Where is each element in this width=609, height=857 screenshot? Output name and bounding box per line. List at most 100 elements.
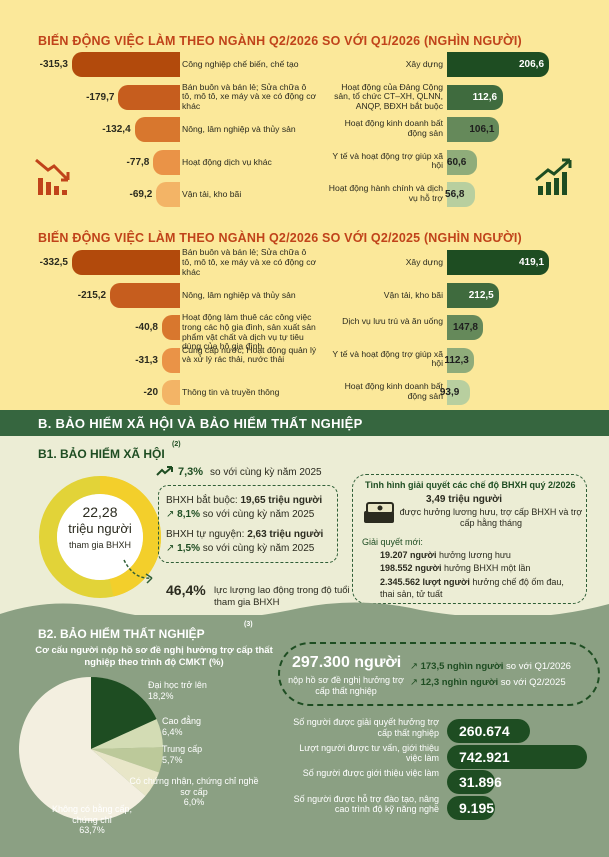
pie-label-name: Trung cấp — [162, 744, 203, 754]
voluntary-cmp: so với cùng kỳ năm 2025 — [202, 543, 315, 554]
money-icon — [364, 502, 394, 523]
pie-label: Không có bằng cấp, chứng chỉ 63,7% — [44, 804, 140, 836]
bar-value: -179,7 — [86, 91, 115, 103]
bar-negative — [134, 117, 180, 142]
regime-title: Tình hình giải quyết các chế độ BHXH quý… — [362, 480, 579, 490]
new-row-3: 2.345.562 lượt người hưởng chế độ ốm đau… — [380, 576, 580, 600]
pie-slice — [91, 677, 157, 749]
bar-negative — [153, 149, 180, 175]
bar-label: Hoạt động hành chính và dịch vụ hỗ trợ — [328, 183, 443, 203]
trend-up-icon — [535, 158, 572, 195]
pie-label: Đại học trở lên 18,2% — [148, 680, 228, 701]
bar-value: -69,2 — [129, 189, 153, 200]
bar-negative — [118, 84, 180, 110]
bar-positive — [447, 84, 503, 110]
stat-value: 31.896 — [447, 770, 502, 794]
regime-box — [352, 474, 587, 604]
ring-caption: tham gia BHXH — [68, 540, 132, 550]
pie-slice — [91, 747, 163, 773]
new2-text: hưởng BHXH một lần — [443, 563, 531, 573]
mandatory-label: BHXH bắt buộc: — [166, 495, 238, 506]
pie-label: Có chứng nhận, chứng chỉ nghề sơ cấp 6,0% — [128, 776, 260, 808]
bar-value: 112,6 — [472, 91, 498, 103]
cmp1-value: 173,5 nghìn người — [420, 661, 504, 672]
bar-negative — [156, 182, 180, 207]
section1-title: BIẾN ĐỘNG VIỆC LÀM THEO NGÀNH Q2/2026 SO… — [38, 34, 522, 48]
pie-label-name: Cao đẳng — [162, 716, 202, 726]
new-row-2: 198.552 người hưởng BHXH một lần — [380, 563, 530, 573]
applicants-box — [278, 642, 600, 706]
bar-label: Hoạt động của Đảng Cộng sản, tổ chức CT–… — [334, 81, 443, 112]
up-arrow-icon: ↗ — [410, 677, 418, 688]
new-row-1: 19.207 người hưởng lương hưu — [380, 550, 511, 560]
bar-label: Nông, lâm nghiệp và thủy sản — [182, 289, 296, 300]
up-arrow-icon: ↗ — [166, 509, 175, 520]
bhxh-breakdown-box — [158, 485, 338, 563]
bar-positive — [447, 117, 500, 142]
pie-slice — [91, 749, 160, 796]
share-text: lực lượng lao động trong độ tuổi tham gi… — [214, 585, 350, 608]
bar-value: -215,2 — [77, 289, 107, 301]
bar-label: Cung cấp nước; Hoạt động quản lý và xử l… — [182, 344, 317, 365]
pointer-arrow-icon — [123, 559, 153, 584]
cmp2-row: ↗ 12,3 nghìn người so với Q2/2025 — [410, 677, 566, 688]
bar-value: 112,3 — [444, 354, 469, 366]
regime-value: 3,49 triệu người — [426, 494, 503, 505]
bar-positive — [447, 347, 475, 373]
bar-value: -132,4 — [102, 124, 131, 135]
ring-unit: triệu người — [68, 521, 132, 536]
bhxh-ring — [39, 476, 161, 598]
up-arrow-icon — [156, 466, 173, 476]
pie-label-name: Đại học trở lên — [148, 680, 207, 690]
bar-value: 212,5 — [468, 289, 494, 301]
bar-positive — [447, 282, 499, 308]
new1-value: 19.207 người — [380, 550, 437, 560]
ring-arc — [39, 476, 161, 598]
up-arrow-icon: ↗ — [166, 543, 175, 554]
bar-label: Dịch vụ lưu trú và ăn uống — [342, 316, 443, 326]
b1-title: B1. BẢO HIỂM XÃ HỘI — [38, 447, 165, 461]
bar-positive — [447, 315, 483, 340]
new2-value: 198.552 người — [380, 563, 442, 573]
ring-center — [57, 494, 143, 580]
stat-value: 9.195 — [447, 795, 495, 820]
cmp1-row: ↗ 173,5 nghìn người so với Q1/2026 — [410, 661, 571, 672]
trend-down-icon — [35, 158, 70, 195]
applicants-text: nộp hồ sơ đề nghị hưởng trợ cấp thất ngh… — [288, 675, 404, 696]
bar-label: Vận tải, kho bãi — [383, 289, 443, 300]
up-arrow-icon: ↗ — [410, 661, 418, 672]
bar-label: Hoạt động kinh doanh bất động sản — [344, 118, 443, 138]
bar-label: Vận tải, kho bãi — [182, 189, 242, 199]
applicants-value: 297.300 người — [292, 654, 402, 671]
bar-negative — [162, 380, 180, 405]
bar-value: -20 — [143, 387, 158, 398]
stat-label: Số người được hỗ trợ đào tạo, nâng cao t… — [293, 793, 439, 815]
mandatory-growth: ↗ 8,1% so với cùng kỳ năm 2025 — [166, 509, 314, 520]
new-title: Giải quyết mới: — [362, 537, 423, 547]
bar-value: 60,6 — [446, 156, 467, 168]
regime-desc: được hưởng lương hưu, trợ cấp BHXH và tr… — [399, 507, 583, 528]
stat-label: Lượt người được tư vấn, giới thiệu việc … — [299, 742, 439, 764]
bar-label: Y tế và hoạt động trợ giúp xã hội — [332, 348, 443, 369]
stat-label: Số người được giới thiệu việc làm — [302, 768, 439, 778]
pie-label: Trung cấp 5,7% — [162, 744, 232, 765]
pie-slice — [91, 719, 163, 749]
bar-label: Bán buôn và bán lẻ; Sửa chữa ô tô, mô tô… — [182, 247, 317, 277]
bar-positive — [447, 250, 549, 275]
mandatory-cmp: so với cùng kỳ năm 2025 — [202, 509, 315, 520]
bar-value: -332,5 — [39, 257, 68, 268]
bar-label: Hoạt động kinh doanh bất động sản — [344, 381, 443, 401]
bar-positive — [447, 182, 476, 207]
pie-label-value: 18,2% — [148, 690, 174, 701]
bar-value: 419,1 — [519, 257, 545, 268]
new3-text: hưởng chế độ ốm đau, thai sản, tử tuất — [380, 577, 564, 599]
mandatory-row: BHXH bắt buộc: 19,65 triệu người — [166, 495, 322, 506]
new1-text: hưởng lương hưu — [438, 550, 511, 560]
bar-negative — [72, 52, 180, 77]
growth-text: so với cùng kỳ năm 2025 — [210, 467, 322, 478]
bar-label: Nông, lâm nghiệp và thủy sản — [182, 124, 296, 134]
bar-value: -40,8 — [135, 322, 158, 333]
pie-label-value: 6,4% — [162, 726, 183, 737]
mandatory-value: 19,65 triệu người — [240, 495, 323, 506]
stat-value: 742.921 — [447, 744, 587, 769]
